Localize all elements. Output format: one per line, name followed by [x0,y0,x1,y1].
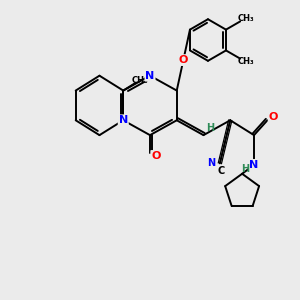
Text: CH₃: CH₃ [238,57,254,66]
Text: O: O [179,55,188,65]
Text: C: C [218,166,225,176]
Text: O: O [151,151,160,161]
Text: N: N [118,115,128,125]
Text: H: H [241,164,249,174]
Text: CH₃: CH₃ [131,76,148,85]
Text: O: O [269,112,278,122]
Text: N: N [146,71,154,81]
Text: H: H [206,123,214,133]
Text: N: N [249,160,259,170]
Text: N: N [207,158,215,168]
Text: CH₃: CH₃ [238,14,254,23]
